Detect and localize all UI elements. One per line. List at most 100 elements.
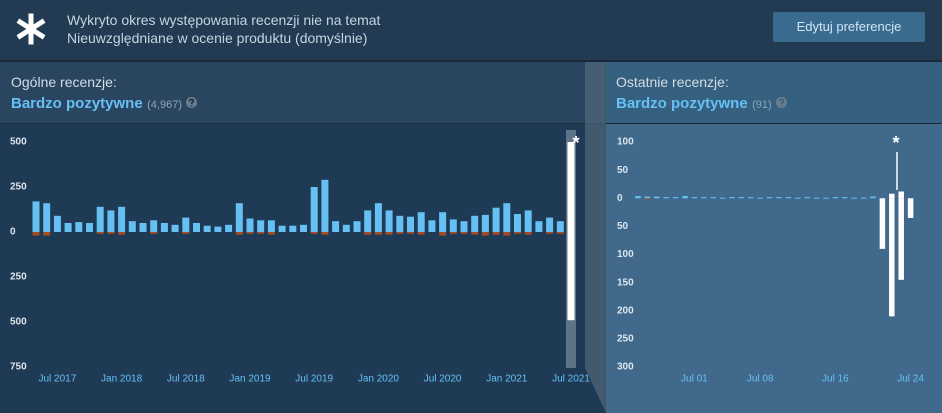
bar: [267, 220, 275, 232]
bar: [644, 198, 651, 200]
bar: [417, 212, 425, 232]
bar: [663, 197, 669, 199]
bar: [889, 193, 895, 199]
bar: [385, 210, 393, 232]
x-tick-label: Jan 2019: [229, 374, 271, 385]
bar: [879, 198, 886, 249]
bar: [748, 197, 754, 199]
bar: [832, 197, 839, 199]
x-tick-label: Jul 01: [681, 374, 708, 385]
bar: [898, 198, 904, 280]
bar: [235, 232, 243, 235]
x-tick-label: Jul 2017: [38, 374, 76, 385]
bar: [342, 224, 350, 232]
heading: Ostatnie recenzje:: [616, 74, 729, 90]
bar: [524, 210, 532, 232]
y-tick-label: 150: [617, 277, 634, 288]
bar: [396, 232, 404, 234]
bar: [235, 203, 243, 232]
bar: [870, 196, 876, 199]
y-tick-label: 100: [617, 249, 634, 260]
bar: [514, 232, 521, 234]
bar: [128, 221, 136, 232]
help-icon[interactable]: [776, 97, 788, 108]
bar: [150, 232, 158, 234]
bar: [567, 232, 575, 321]
bar: [96, 206, 104, 232]
bar: [439, 232, 447, 236]
y-tick-label: 50: [617, 165, 629, 176]
x-tick-label: Jan 2021: [486, 374, 528, 385]
bar: [898, 191, 904, 199]
bar: [246, 218, 254, 232]
bar: [682, 196, 688, 199]
bar: [524, 232, 532, 235]
bar: [766, 197, 773, 199]
heading: Ogólne recenzje:: [11, 74, 117, 90]
overall-header: Ogólne recenzje: Bardzo pozytywne (4,967…: [0, 62, 605, 123]
asterisk-icon: [16, 13, 46, 45]
bar: [654, 196, 660, 199]
bar: [278, 225, 286, 232]
x-tick-label: Jan 2020: [358, 374, 400, 385]
bar: [851, 197, 857, 199]
bar: [842, 197, 848, 199]
y-tick-label: 500: [10, 137, 27, 148]
y-tick-label: 250: [617, 334, 634, 345]
rating: Bardzo pozytywne: [616, 95, 748, 112]
recent-header: Ostatnie recenzje: Bardzo pozytywne (91): [606, 62, 942, 123]
bar: [289, 225, 297, 232]
bar: [374, 232, 382, 235]
y-tick-label: 100: [617, 137, 634, 148]
bar: [107, 210, 115, 232]
x-tick-label: Jul 08: [747, 374, 774, 385]
bar: [118, 232, 126, 235]
bar: [460, 221, 468, 232]
bar: [449, 232, 457, 234]
bar: [364, 232, 372, 235]
bar: [672, 197, 679, 199]
bar: [701, 197, 707, 199]
bar: [203, 225, 211, 232]
bar: [182, 232, 190, 234]
bar: [795, 197, 801, 199]
bar: [710, 197, 716, 199]
bar: [374, 203, 382, 232]
bar: [171, 224, 179, 232]
help-icon[interactable]: [186, 97, 198, 108]
rating: Bardzo pozytywne: [11, 95, 143, 112]
bar: [503, 232, 511, 236]
bar: [503, 203, 511, 232]
bar: [556, 232, 564, 234]
bar: [691, 197, 698, 199]
preferences-button[interactable]: Edytuj preferencje: [773, 12, 925, 42]
x-tick-label: Jul 24: [897, 374, 924, 385]
bar: [439, 212, 447, 232]
bar: [644, 196, 651, 199]
bar: [719, 197, 726, 199]
bar: [32, 201, 40, 232]
bar: [481, 214, 489, 232]
bar: [860, 197, 867, 199]
bar: [813, 197, 820, 199]
bar: [118, 206, 126, 232]
y-tick-label: 250: [10, 182, 27, 193]
bar: [214, 226, 222, 232]
bar: [567, 142, 575, 232]
y-tick-label: 0: [10, 227, 16, 238]
bar: [160, 223, 168, 232]
bar: [321, 179, 329, 232]
bar: [804, 197, 810, 199]
rating-line: Bardzo pozytywne (91): [616, 95, 788, 113]
x-tick-label: Jul 16: [822, 374, 849, 385]
recent-plot-bg: [606, 124, 942, 413]
x-tick-label: Jan 2018: [101, 374, 143, 385]
y-tick-label: 50: [617, 221, 629, 232]
rating-line: Bardzo pozytywne (4,967): [11, 95, 198, 113]
bar: [556, 221, 564, 232]
bar: [546, 232, 554, 234]
bar: [43, 203, 51, 232]
x-tick-label: Jul 2019: [295, 374, 333, 385]
